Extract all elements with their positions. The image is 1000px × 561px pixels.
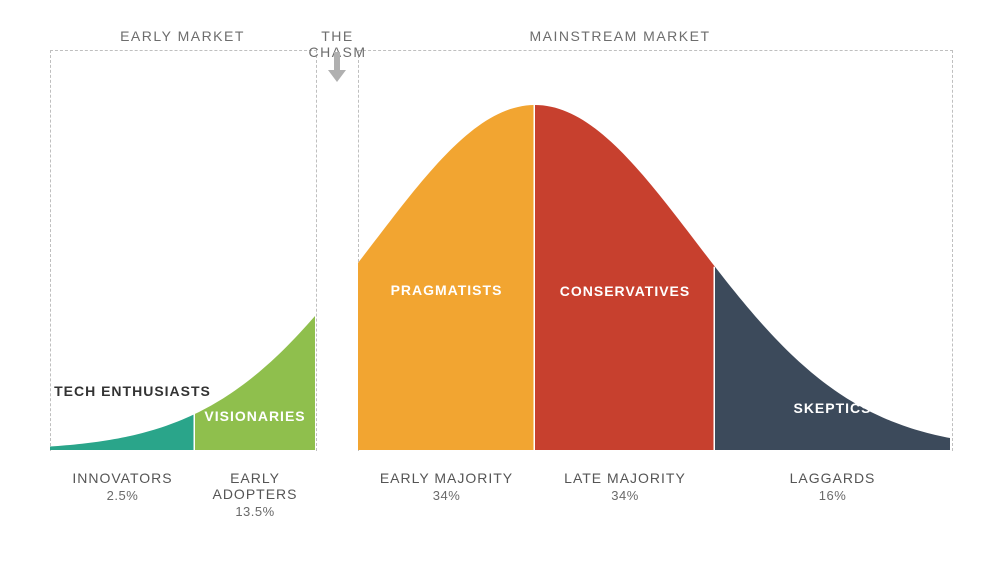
axis-percent-late_majority: 34% (535, 488, 715, 503)
axis-title-innovators: INNOVATORS (50, 470, 195, 486)
axis-early_majority: EARLY MAJORITY 34% (358, 470, 535, 503)
segment-late_majority (535, 105, 715, 450)
segment-early_majority (358, 105, 535, 450)
axis-late_majority: LATE MAJORITY 34% (535, 470, 715, 503)
segment-innovators (50, 414, 195, 450)
axis-title-laggards: LAGGARDS (715, 470, 950, 486)
axis-percent-early_majority: 34% (358, 488, 535, 503)
axis-title-late_majority: LATE MAJORITY (535, 470, 715, 486)
axis-early_adopters: EARLY ADOPTERS 13.5% (195, 470, 315, 519)
axis-percent-innovators: 2.5% (50, 488, 195, 503)
segment-laggards (715, 267, 950, 450)
axis-percent-early_adopters: 13.5% (195, 504, 315, 519)
segment-early_adopters (195, 316, 315, 450)
axis-laggards: LAGGARDS 16% (715, 470, 950, 503)
axis-title-early_majority: EARLY MAJORITY (358, 470, 535, 486)
axis-percent-laggards: 16% (715, 488, 950, 503)
axis-title-early_adopters: EARLY ADOPTERS (195, 470, 315, 502)
adoption-curve-diagram: EARLY MARKET THE CHASM MAINSTREAM MARKET… (0, 0, 1000, 561)
axis-innovators: INNOVATORS 2.5% (50, 470, 195, 503)
